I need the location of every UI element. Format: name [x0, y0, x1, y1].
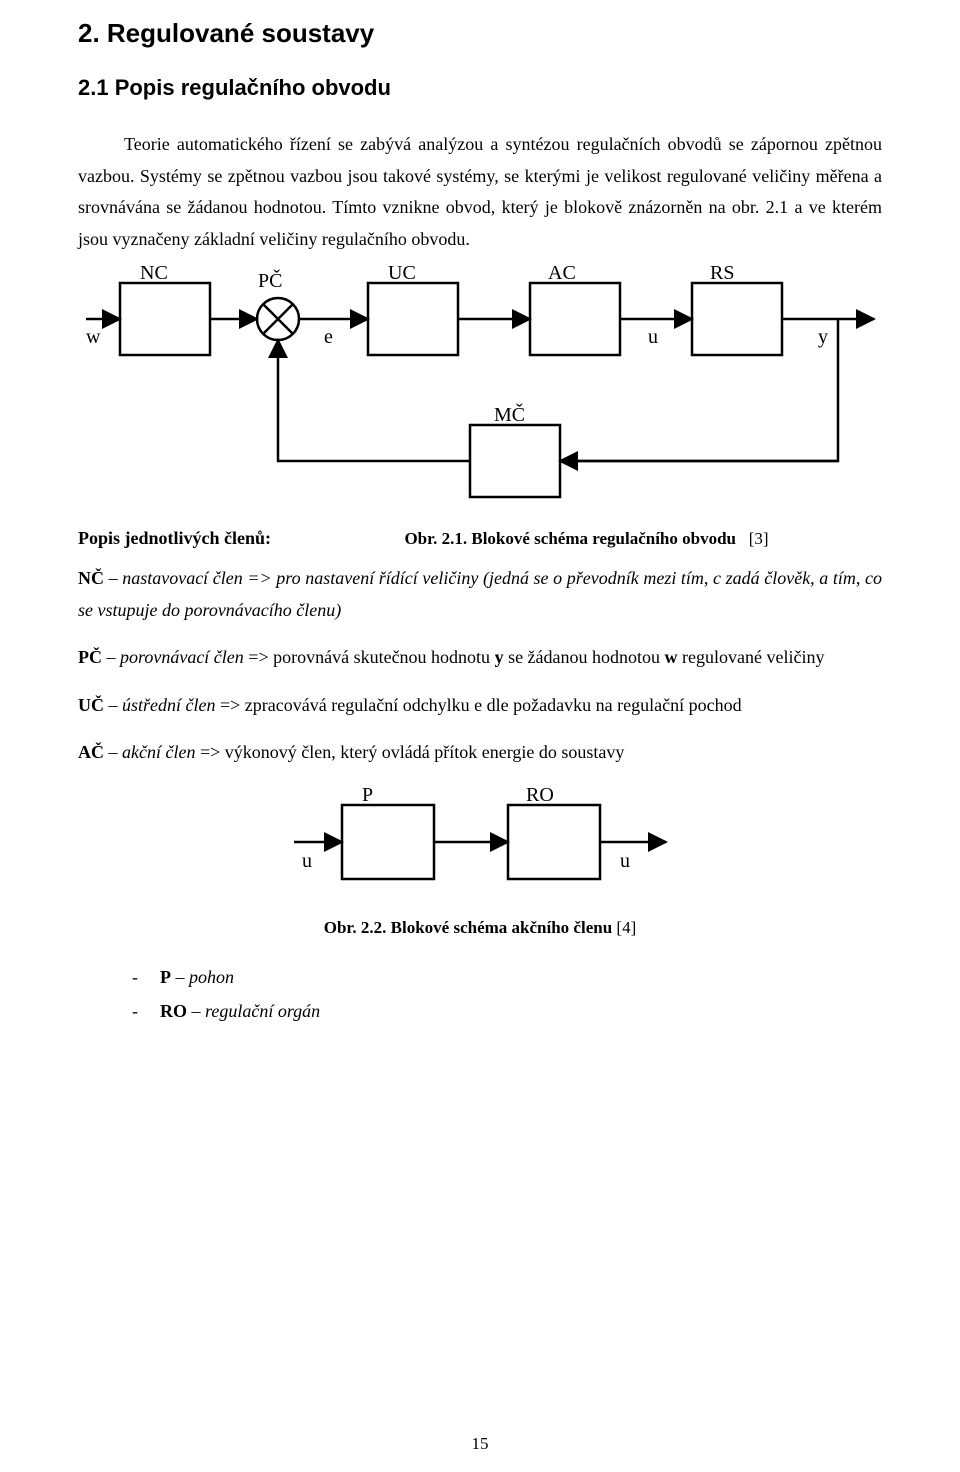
figure-1-ref: [3]	[749, 529, 769, 548]
paragraph-intro: Teorie automatického řízení se zabývá an…	[78, 129, 882, 255]
bullet-ro: RO – regulační orgán	[132, 996, 882, 1027]
def-uc-rest: => zpracovává regulační odchylku e dle p…	[220, 695, 742, 715]
label-pc: PČ	[258, 268, 282, 292]
figure-2-caption: Obr. 2.2. Blokové schéma akčního členu […	[78, 918, 882, 938]
def-pc-w: w	[665, 647, 678, 667]
figure-1: NČ PČ UČ AČ RS MČ w e u y	[78, 265, 882, 520]
bullet-p-term: – pohon	[171, 967, 234, 987]
label-p: P	[362, 785, 373, 806]
def-pc-term: – porovnávací člen	[102, 647, 248, 667]
label-nc: NČ	[140, 265, 168, 284]
label-y: y	[818, 326, 828, 348]
block-diagram-actuator: P RO u u	[280, 785, 680, 905]
def-pc-rest1: => porovnává skutečnou hodnotu	[248, 647, 494, 667]
figure-2-ref: [4]	[616, 918, 636, 937]
heading-level-3: 2.1 Popis regulačního obvodu	[78, 75, 882, 101]
def-nc-sym: NČ	[78, 568, 104, 588]
def-ac-sym: AČ	[78, 742, 104, 762]
block-diagram-control-loop: NČ PČ UČ AČ RS MČ w e u y	[78, 265, 882, 515]
def-pc-rest3: regulované veličiny	[678, 647, 825, 667]
figure-2: P RO u u Obr. 2.2. Blokové schéma akčníh…	[78, 785, 882, 938]
figure-1-caption-row: Popis jednotlivých členů: Obr. 2.1. Blok…	[78, 528, 882, 549]
def-ac-term: – akční člen	[104, 742, 200, 762]
def-pc-sym: PČ	[78, 647, 102, 667]
label-uc: UČ	[388, 265, 416, 284]
label-ro: RO	[526, 785, 554, 806]
figure-2-caption-text: Obr. 2.2. Blokové schéma akčního členu	[324, 918, 612, 937]
def-ac: AČ – akční člen => výkonový člen, který …	[78, 737, 882, 769]
def-nc-term: – nastavovací člen	[104, 568, 247, 588]
figure-1-caption-text: Obr. 2.1. Blokové schéma regulačního obv…	[404, 529, 736, 548]
document-page: 2. Regulované soustavy 2.1 Popis regulač…	[0, 0, 960, 1472]
figure-1-caption: Obr. 2.1. Blokové schéma regulačního obv…	[291, 529, 882, 549]
def-uc: UČ – ústřední člen => zpracovává regulač…	[78, 690, 882, 722]
bullet-p-sym: P	[160, 967, 171, 987]
heading-level-2: 2. Regulované soustavy	[78, 18, 882, 49]
bullet-list: P – pohon RO – regulační orgán	[78, 962, 882, 1027]
label-ac: AČ	[548, 265, 576, 284]
label-u2: u	[620, 850, 630, 872]
label-w: w	[86, 326, 101, 348]
bullet-p: P – pohon	[132, 962, 882, 993]
def-pc-y: y	[495, 647, 504, 667]
def-pc-rest2: se žádanou hodnotou	[504, 647, 665, 667]
def-pc: PČ – porovnávací člen => porovnává skute…	[78, 642, 882, 674]
def-ac-rest: => výkonový člen, který ovládá přítok en…	[200, 742, 624, 762]
def-uc-term: – ústřední člen	[104, 695, 220, 715]
bullet-ro-sym: RO	[160, 1001, 187, 1021]
def-nc: NČ – nastavovací člen => pro nastavení ř…	[78, 563, 882, 626]
bullet-ro-term: – regulační orgán	[187, 1001, 320, 1021]
page-number: 15	[0, 1434, 960, 1454]
label-mc: MČ	[494, 402, 525, 426]
label-u1: u	[302, 850, 312, 872]
label-rs: RS	[710, 265, 734, 284]
def-uc-sym: UČ	[78, 695, 104, 715]
label-u: u	[648, 326, 658, 348]
label-e: e	[324, 326, 333, 348]
section-lead: Popis jednotlivých členů:	[78, 528, 271, 549]
